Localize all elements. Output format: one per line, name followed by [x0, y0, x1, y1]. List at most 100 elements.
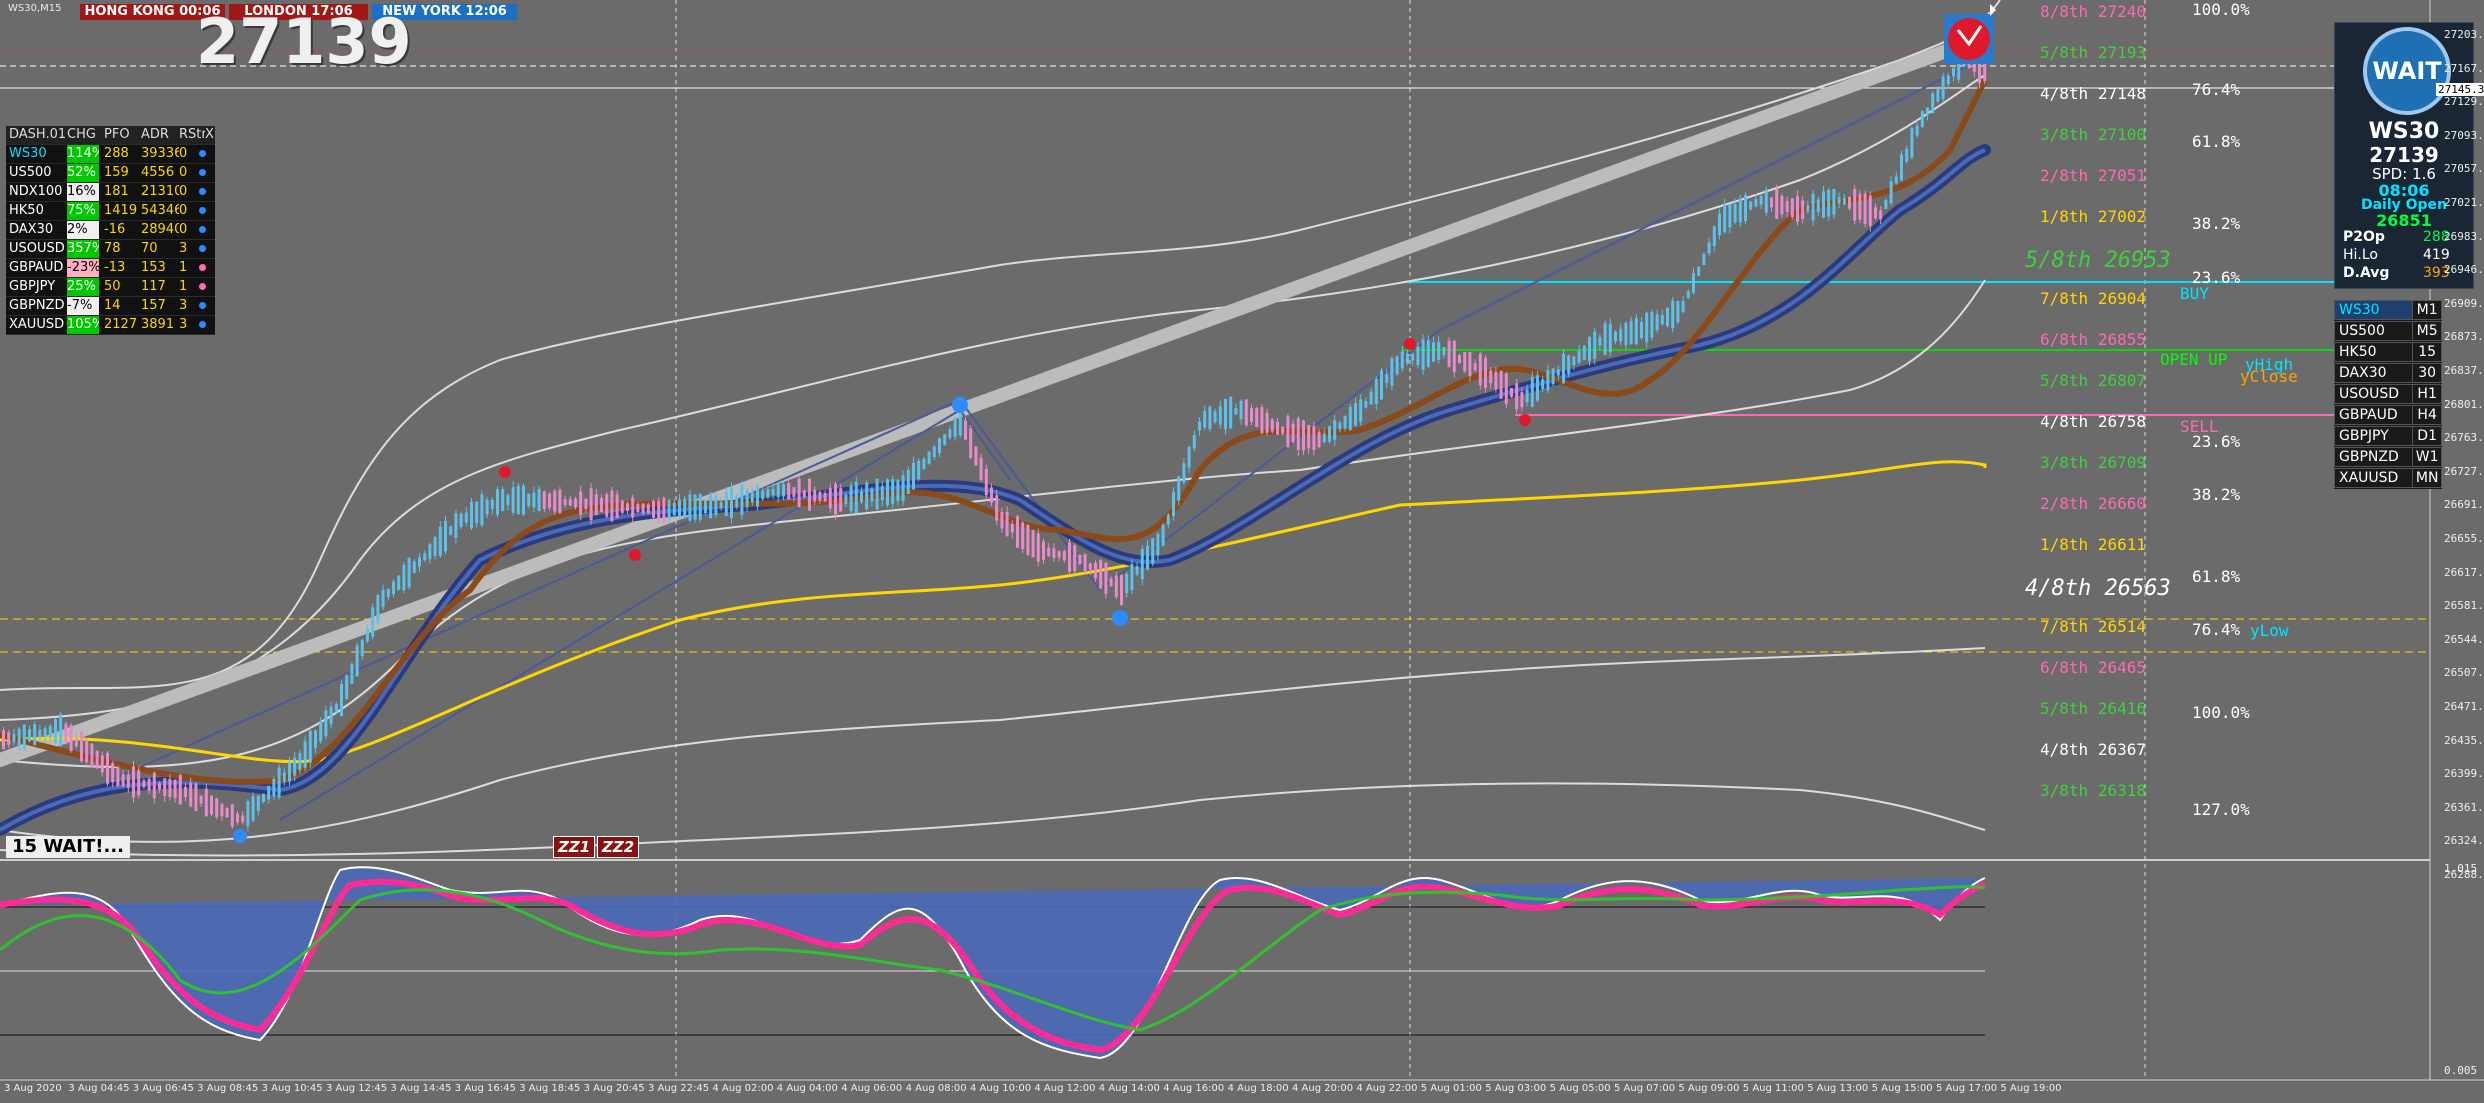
dash-rstr: 1: [179, 279, 188, 294]
status-panel: WAIT WS30 27139 SPD: 1.6 08:06 Daily Ope…: [2334, 22, 2474, 289]
panel-price: 27139: [2369, 143, 2439, 167]
dash-symbol[interactable]: XAUUSD: [9, 317, 65, 332]
time-axis-label: 3 Aug 2020: [4, 1083, 62, 1094]
reference-lines: [0, 51, 2430, 653]
price-axis-label: 27129.04: [2444, 95, 2484, 109]
tf-period[interactable]: D1: [2417, 428, 2437, 444]
time-axis-label: 4 Aug 12:00: [1034, 1083, 1096, 1094]
tf-symbol[interactable]: US500: [2335, 322, 2414, 340]
time-axis-label: 4 Aug 06:00: [841, 1083, 903, 1094]
dashboard-row[interactable]: NDX100 16% 181 21310 0: [6, 183, 215, 202]
dash-adr: 21310: [141, 184, 179, 199]
dash-symbol[interactable]: WS30: [9, 146, 47, 161]
dash-pfo: -13: [104, 260, 126, 275]
timeframe-row[interactable]: US500 M5: [2334, 321, 2442, 341]
dashboard-row[interactable]: HK50 75% 1419 54346 0: [6, 202, 215, 221]
status-dot-icon: [199, 316, 213, 334]
tf-period[interactable]: 15: [2418, 344, 2437, 360]
tf-period[interactable]: W1: [2415, 449, 2439, 465]
murrey-level-label: 2/8th 26660: [2040, 494, 2146, 513]
timeframe-row[interactable]: HK50 15: [2334, 342, 2442, 362]
header-rstr: RStr: [179, 127, 205, 142]
dash-pfo: 1419: [104, 203, 138, 218]
tf-symbol[interactable]: GBPJPY: [2335, 427, 2414, 445]
session-hong-kong: HONG KONG 00:06: [80, 4, 225, 20]
tf-period[interactable]: H4: [2417, 407, 2437, 423]
dash-symbol[interactable]: GBPAUD: [9, 260, 64, 275]
dash-symbol[interactable]: US500: [9, 165, 52, 180]
time-axis-label: 4 Aug 22:00: [1356, 1083, 1418, 1094]
tf-period[interactable]: M5: [2416, 323, 2438, 339]
fib-level-label: 23.6%: [2192, 268, 2241, 287]
zz2-button[interactable]: ZZ2: [597, 836, 640, 858]
open-up-tag: OPEN UP: [2160, 350, 2228, 369]
dash-adr: 70: [141, 241, 158, 256]
current-price-tag: 27145.30: [2436, 83, 2484, 96]
time-axis-label: 5 Aug 19:00: [2000, 1083, 2062, 1094]
dash-chg: 2%: [67, 221, 99, 239]
dash-symbol[interactable]: GBPJPY: [9, 279, 56, 294]
dash-chg: 52%: [67, 164, 99, 182]
time-axis-label: 4 Aug 08:00: [905, 1083, 967, 1094]
murrey-level-label: 4/8th 26563: [2025, 576, 2171, 601]
murrey-level-label: 1/8th 26611: [2040, 535, 2146, 554]
murrey-level-label: 3/8th 26709: [2040, 453, 2146, 472]
panel-hilo-value: 419: [2423, 247, 2450, 263]
dashboard-row[interactable]: DAX30 2% -16 28940 0: [6, 221, 215, 240]
tf-symbol[interactable]: DAX30: [2335, 364, 2414, 382]
tf-symbol[interactable]: HK50: [2335, 343, 2414, 361]
timeframe-row[interactable]: USOUSD H1: [2334, 384, 2442, 404]
dash-chg: 114%: [67, 145, 99, 163]
dash-symbol[interactable]: USOUSD: [9, 241, 65, 256]
close-icon[interactable]: X: [205, 127, 214, 142]
dashboard-header: DASH.01 CHG PFO ADR RStr X: [6, 126, 215, 145]
dashboard-row[interactable]: GBPAUD -23% -13 153 1: [6, 259, 215, 278]
dash-symbol[interactable]: DAX30: [9, 222, 54, 237]
dashboard-row[interactable]: GBPNZD -7% 14 157 3: [6, 297, 215, 316]
dash-symbol[interactable]: HK50: [9, 203, 44, 218]
tf-period[interactable]: M1: [2416, 302, 2438, 318]
tf-period[interactable]: MN: [2415, 470, 2439, 486]
price-axis-label: 26691.30: [2444, 498, 2484, 512]
price-axis-label: 26435.30: [2444, 733, 2484, 747]
time-axis-label: 4 Aug 04:00: [776, 1083, 838, 1094]
tf-symbol[interactable]: GBPAUD: [2335, 406, 2414, 424]
dash-adr: 157: [141, 298, 166, 313]
dash-adr: 153: [141, 260, 166, 275]
zz1-button[interactable]: ZZ1: [553, 836, 596, 858]
timeframe-row[interactable]: DAX30 30: [2334, 363, 2442, 383]
fib-level-label: 76.4%: [2192, 620, 2241, 639]
dashboard-row[interactable]: GBPJPY 25% 50 117 1: [6, 278, 215, 297]
tf-period[interactable]: H1: [2417, 386, 2437, 402]
dash-symbol[interactable]: NDX100: [9, 184, 63, 199]
time-axis-label: 5 Aug 09:00: [1678, 1083, 1740, 1094]
timeframe-row[interactable]: GBPAUD H4: [2334, 405, 2442, 425]
fib-level-label: 76.4%: [2192, 80, 2241, 99]
time-axis-label: 4 Aug 18:00: [1227, 1083, 1289, 1094]
timeframe-row[interactable]: GBPJPY D1: [2334, 426, 2442, 446]
price-axis-label: 26471.00: [2444, 700, 2484, 713]
dash-rstr: 0: [179, 165, 188, 180]
price-axis-label: 26909.70: [2444, 296, 2484, 310]
panel-daily-open-value: 26851: [2376, 211, 2432, 230]
dash-chg: 16%: [67, 183, 99, 201]
timeframe-row[interactable]: WS30 M1: [2334, 300, 2442, 320]
tf-symbol[interactable]: GBPNZD: [2335, 448, 2414, 466]
dash-symbol[interactable]: GBPNZD: [9, 298, 65, 313]
tf-symbol[interactable]: XAUUSD: [2335, 469, 2414, 487]
tf-symbol[interactable]: WS30: [2335, 301, 2414, 319]
timeframe-row[interactable]: XAUUSD MN: [2334, 468, 2442, 488]
fib-level-label: 61.8%: [2192, 132, 2241, 151]
ylow-tag: yLow: [2250, 621, 2289, 640]
dash-chg: -23%: [67, 259, 99, 277]
dash-rstr: 0: [179, 203, 188, 218]
tf-symbol[interactable]: USOUSD: [2335, 385, 2414, 403]
tf-period[interactable]: 30: [2418, 365, 2437, 381]
timeframe-row[interactable]: GBPNZD W1: [2334, 447, 2442, 467]
status-dot-icon: [199, 278, 213, 296]
dashboard-row[interactable]: US500 52% 159 4556 0: [6, 164, 215, 183]
